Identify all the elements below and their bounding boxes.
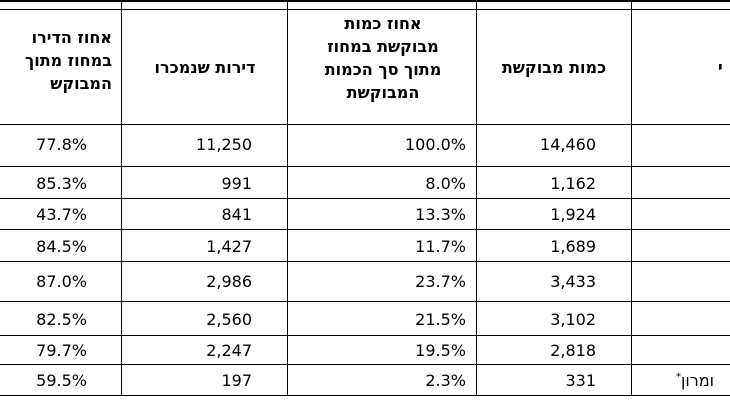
cell-requested-quantity: 3,102 [550, 310, 596, 329]
cell-apartments-sold: 197 [221, 371, 252, 390]
cell-requested-quantity: 1,924 [550, 205, 596, 224]
cell-pct-apartments: 59.5% [36, 371, 87, 390]
column-divider [287, 0, 288, 395]
column-divider [121, 0, 122, 395]
header-requested-quantity: כמות מבוקשת [501, 58, 607, 77]
header-apartments-sold: דירות שנמכרו [154, 58, 256, 77]
cell-requested-quantity: 2,818 [550, 341, 596, 360]
cell-pct-quantity: 100.0% [404, 135, 466, 154]
cell-apartments-sold: 1,427 [206, 237, 252, 256]
header-pct-apartments: אחוז הדירו במחוז מתוך המבוקש [24, 28, 112, 93]
cell-pct-apartments: 85.3% [36, 174, 87, 193]
cell-apartments-sold: 2,247 [206, 341, 252, 360]
row-divider [0, 9, 730, 10]
cell-pct-quantity: 11.7% [415, 237, 466, 256]
cell-district: *ומרון [676, 370, 714, 392]
cell-pct-quantity: 2.3% [425, 371, 466, 390]
column-divider [631, 0, 632, 395]
cell-pct-apartments: 77.8% [36, 135, 87, 154]
row-divider [0, 0, 730, 2]
row-divider [0, 124, 730, 125]
cell-pct-apartments: 84.5% [36, 237, 87, 256]
row-divider [0, 301, 730, 302]
cell-requested-quantity: 14,460 [540, 135, 596, 154]
header-pct-quantity: אחוז כמות מבוקשת במחוז מתוך סך הכמות המב… [324, 14, 442, 102]
row-divider [0, 198, 730, 199]
district-name: ומרון [681, 371, 714, 390]
cell-apartments-sold: 11,250 [196, 135, 252, 154]
cell-pct-quantity: 13.3% [415, 205, 466, 224]
row-divider [0, 335, 730, 336]
cell-requested-quantity: 1,689 [550, 237, 596, 256]
cell-pct-quantity: 21.5% [415, 310, 466, 329]
row-divider [0, 395, 730, 396]
cell-apartments-sold: 991 [221, 174, 252, 193]
cell-requested-quantity: 331 [565, 371, 596, 390]
cell-pct-apartments: 82.5% [36, 310, 87, 329]
cell-requested-quantity: 3,433 [550, 272, 596, 291]
cell-apartments-sold: 2,560 [206, 310, 252, 329]
cell-apartments-sold: 841 [221, 205, 252, 224]
cell-pct-quantity: 23.7% [415, 272, 466, 291]
cell-pct-apartments: 87.0% [36, 272, 87, 291]
cell-requested-quantity: 1,162 [550, 174, 596, 193]
cell-pct-quantity: 8.0% [425, 174, 466, 193]
cell-pct-quantity: 19.5% [415, 341, 466, 360]
row-divider [0, 166, 730, 167]
cell-pct-apartments: 43.7% [36, 205, 87, 224]
column-divider [476, 0, 477, 395]
footnote-mark: * [676, 371, 681, 383]
header-district: י [718, 58, 723, 77]
cell-apartments-sold: 2,986 [206, 272, 252, 291]
row-divider [0, 261, 730, 262]
cell-pct-apartments: 79.7% [36, 341, 87, 360]
row-divider [0, 364, 730, 365]
row-divider [0, 229, 730, 230]
